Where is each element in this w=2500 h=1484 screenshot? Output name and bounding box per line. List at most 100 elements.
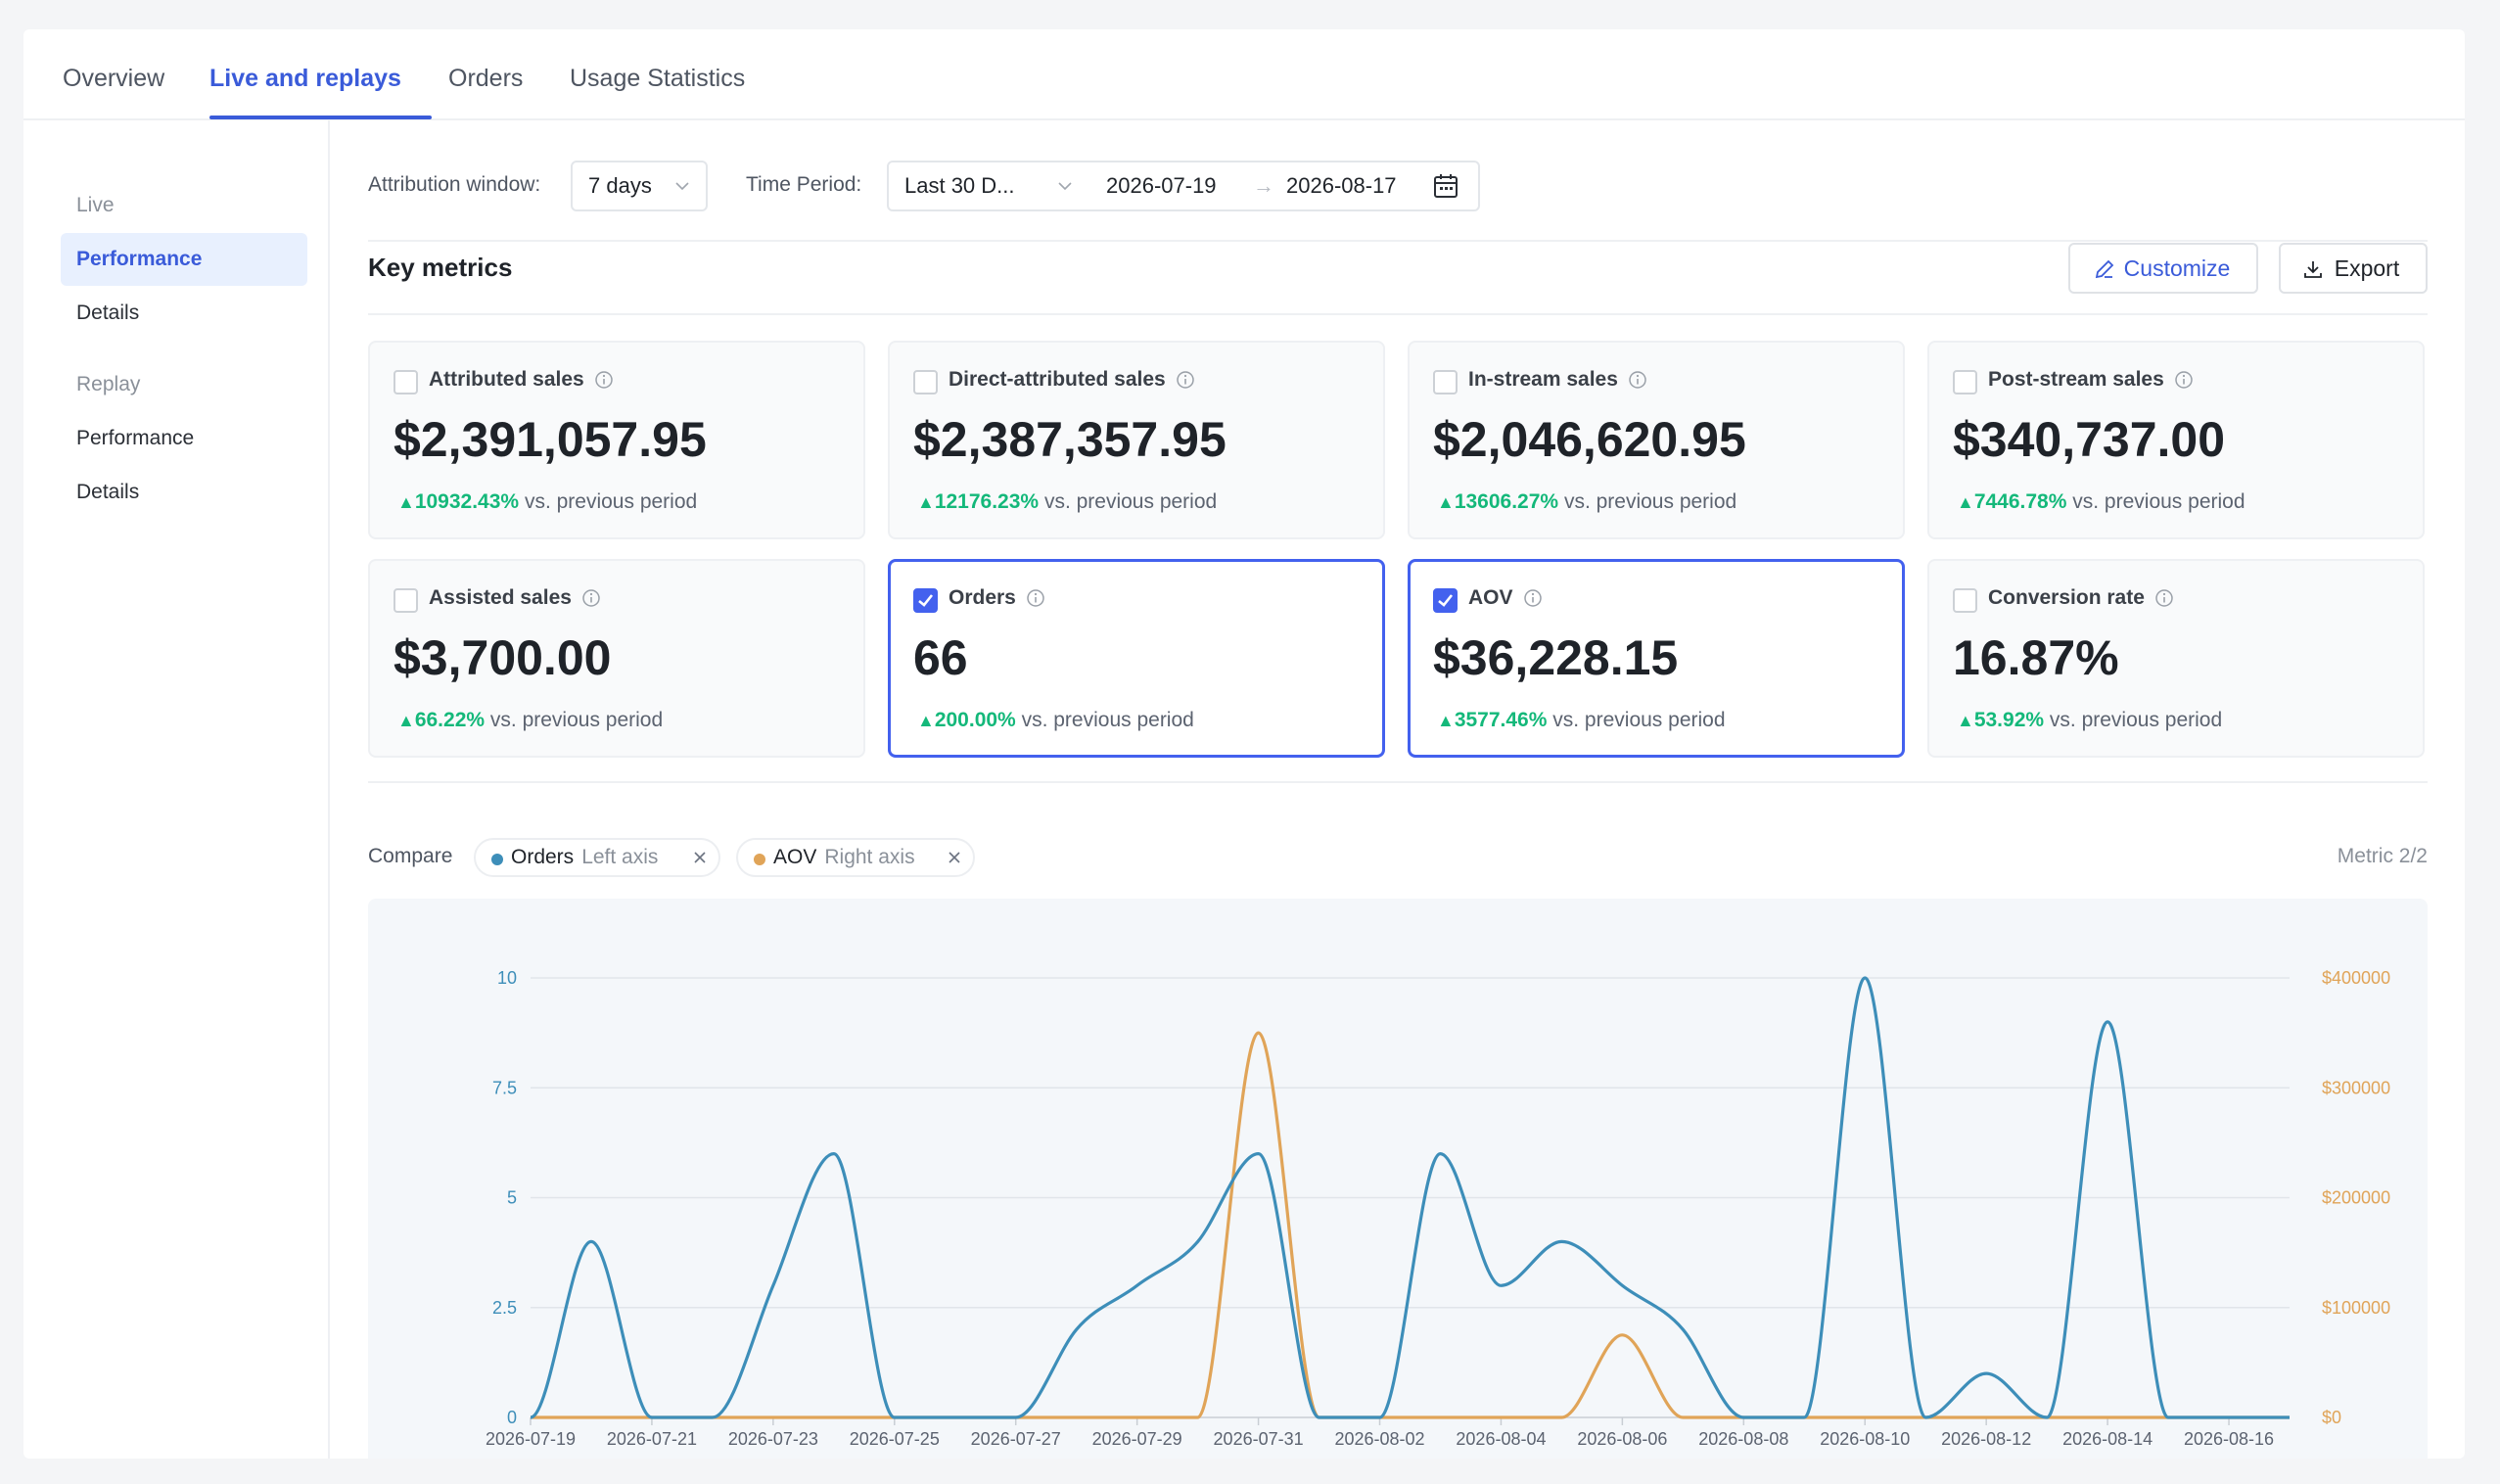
info-icon[interactable] xyxy=(594,370,614,390)
metric-label: Direct-attributed sales xyxy=(949,368,1195,392)
attribution-window-select[interactable]: 7 days xyxy=(571,161,708,211)
tab-overview[interactable]: Overview xyxy=(63,65,165,92)
left-axis-tick: 5 xyxy=(507,1188,517,1208)
tab-usage-statistics[interactable]: Usage Statistics xyxy=(570,65,746,92)
x-tick-label: 2026-07-25 xyxy=(850,1429,940,1449)
trend-up-icon: ▲ xyxy=(1437,711,1455,730)
metric-checkbox[interactable] xyxy=(394,370,418,394)
attribution-window-value: 7 days xyxy=(588,173,652,198)
metric-card[interactable]: Attributed sales $2,391,057.95 ▲10932.43% … xyxy=(368,341,865,539)
metric-checkbox[interactable] xyxy=(1953,370,1977,394)
x-tick-label: 2026-07-29 xyxy=(1092,1429,1182,1449)
metric-checkbox[interactable] xyxy=(394,588,418,613)
x-tick-label: 2026-08-16 xyxy=(2184,1429,2274,1449)
metric-delta: ▲7446.78% vs. previous period xyxy=(1957,490,2245,514)
delta-percent: 10932.43% xyxy=(414,490,520,513)
metric-label-text: Direct-attributed sales xyxy=(949,368,1166,391)
date-end[interactable]: 2026-08-17 xyxy=(1286,173,1397,198)
delta-percent: 66.22% xyxy=(414,709,486,731)
sidebar-item-live-details[interactable]: Details xyxy=(76,301,140,324)
chevron-down-icon xyxy=(1058,182,1072,191)
tab-orders[interactable]: Orders xyxy=(448,65,524,92)
metric-card[interactable]: AOV $36,228.15 ▲3577.46% vs. previous peri… xyxy=(1408,559,1905,758)
x-tick-label: 2026-08-08 xyxy=(1698,1429,1788,1449)
calendar-icon[interactable] xyxy=(1432,172,1459,200)
customize-button[interactable]: Customize xyxy=(2068,243,2258,294)
sidebar-group-replay: Replay xyxy=(76,373,141,395)
compare-label: Compare xyxy=(368,845,453,867)
info-icon[interactable] xyxy=(1628,370,1647,390)
metric-checkbox[interactable] xyxy=(1433,370,1458,394)
metric-value: 16.87% xyxy=(1953,630,2119,685)
info-icon[interactable] xyxy=(1523,588,1543,608)
divider xyxy=(368,781,2428,783)
date-start[interactable]: 2026-07-19 xyxy=(1106,173,1217,198)
customize-label: Customize xyxy=(2123,255,2231,281)
metric-count: Metric 2/2 xyxy=(2337,845,2428,867)
active-tab-indicator xyxy=(209,116,432,119)
time-period-label: Time Period: xyxy=(746,173,862,196)
info-icon[interactable] xyxy=(2154,588,2174,608)
tab-live-and-replays[interactable]: Live and replays xyxy=(209,65,401,92)
info-icon[interactable] xyxy=(2174,370,2194,390)
left-axis-tick: 0 xyxy=(507,1408,517,1427)
delta-suffix: vs. previous period xyxy=(524,490,698,513)
metric-card[interactable]: Conversion rate 16.87% ▲53.92% vs. previou… xyxy=(1927,559,2425,758)
main-card: Overview Live and replays Orders Usage S… xyxy=(23,29,2465,1459)
series-line-orders[interactable] xyxy=(530,976,2290,1419)
metric-card[interactable]: Direct-attributed sales $2,387,357.95 ▲121… xyxy=(888,341,1385,539)
right-axis-tick: $0 xyxy=(2322,1408,2341,1427)
chip-metric-name: Orders xyxy=(511,846,575,868)
x-tick-label: 2026-07-31 xyxy=(1214,1429,1304,1449)
left-axis-tick: 10 xyxy=(497,968,517,988)
delta-suffix: vs. previous period xyxy=(1563,490,1737,513)
metric-checkbox[interactable] xyxy=(1953,588,1977,613)
x-tick-label: 2026-07-19 xyxy=(486,1429,576,1449)
trend-up-icon: ▲ xyxy=(1437,492,1455,512)
info-icon[interactable] xyxy=(1176,370,1195,390)
compare-chip-aov[interactable]: AOV Right axis xyxy=(736,838,975,877)
metric-value: $36,228.15 xyxy=(1433,630,1679,685)
metric-card[interactable]: In-stream sales $2,046,620.95 ▲13606.27% v… xyxy=(1408,341,1905,539)
metric-checkbox[interactable] xyxy=(913,370,938,394)
sidebar-item-live-performance[interactable]: Performance xyxy=(61,233,307,286)
sidebar-item-replay-details[interactable]: Details xyxy=(76,481,140,503)
metric-delta: ▲10932.43% vs. previous period xyxy=(397,490,697,514)
metric-checkbox[interactable] xyxy=(913,588,938,613)
delta-percent: 3577.46% xyxy=(1454,709,1548,731)
trend-up-icon: ▲ xyxy=(1957,492,1974,512)
metric-checkbox[interactable] xyxy=(1433,588,1458,613)
sidebar-item-replay-performance[interactable]: Performance xyxy=(76,427,195,449)
time-period-picker[interactable]: Last 30 D... 2026-07-19 → 2026-08-17 xyxy=(887,161,1480,211)
aov-legend-dot xyxy=(754,854,765,865)
info-icon[interactable] xyxy=(581,588,601,608)
trend-up-icon: ▲ xyxy=(917,492,935,512)
delta-percent: 200.00% xyxy=(934,709,1016,731)
metric-label: Attributed sales xyxy=(429,368,614,392)
delta-suffix: vs. previous period xyxy=(1043,490,1218,513)
metric-value: $2,391,057.95 xyxy=(394,412,707,467)
metric-label-text: Assisted sales xyxy=(429,586,572,609)
info-icon[interactable] xyxy=(1026,588,1045,608)
divider xyxy=(368,313,2428,315)
close-icon[interactable] xyxy=(693,851,707,864)
close-icon[interactable] xyxy=(948,851,961,864)
metric-delta: ▲200.00% vs. previous period xyxy=(917,709,1194,732)
compare-chip-orders[interactable]: Orders Left axis xyxy=(474,838,720,877)
trend-up-icon: ▲ xyxy=(397,711,415,730)
chip-metric-name: AOV xyxy=(773,846,817,868)
metric-card[interactable]: Post-stream sales $340,737.00 ▲7446.78% vs… xyxy=(1927,341,2425,539)
sidebar-group-live: Live xyxy=(76,194,115,216)
metric-delta: ▲12176.23% vs. previous period xyxy=(917,490,1217,514)
export-label: Export xyxy=(2334,255,2400,281)
metric-label: Post-stream sales xyxy=(1988,368,2194,392)
export-button[interactable]: Export xyxy=(2279,243,2428,294)
metric-card[interactable]: Orders 66 ▲200.00% vs. previous period xyxy=(888,559,1385,758)
metric-label: Conversion rate xyxy=(1988,586,2174,610)
metric-label: Orders xyxy=(949,586,1045,610)
metric-label-text: AOV xyxy=(1468,586,1513,609)
metric-card[interactable]: Assisted sales $3,700.00 ▲66.22% vs. previ… xyxy=(368,559,865,758)
trend-up-icon: ▲ xyxy=(917,711,935,730)
orders-aov-line-chart: 0 $0 2.5 $100000 5 $200000 7.5 $300000 10 $400000… xyxy=(486,968,2390,1449)
right-axis-tick: $400000 xyxy=(2322,968,2390,988)
